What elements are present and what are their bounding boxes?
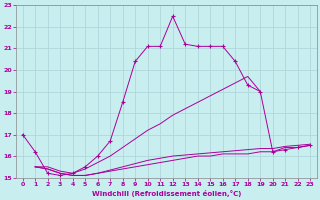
X-axis label: Windchill (Refroidissement éolien,°C): Windchill (Refroidissement éolien,°C) [92, 190, 241, 197]
